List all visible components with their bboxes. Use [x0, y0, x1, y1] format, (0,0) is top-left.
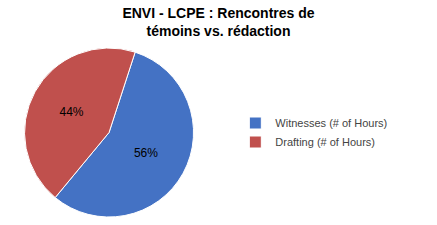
- svg-text:Drafting (# of Hours): Drafting (# of Hours): [275, 136, 375, 148]
- svg-text:56%: 56%: [134, 146, 158, 160]
- svg-text:44%: 44%: [60, 105, 84, 119]
- svg-text:ENVI - LCPE : Rencontres detém: ENVI - LCPE : Rencontres detémoins vs. r…: [122, 5, 314, 39]
- svg-text:Witnesses (# of Hours): Witnesses (# of Hours): [275, 117, 387, 129]
